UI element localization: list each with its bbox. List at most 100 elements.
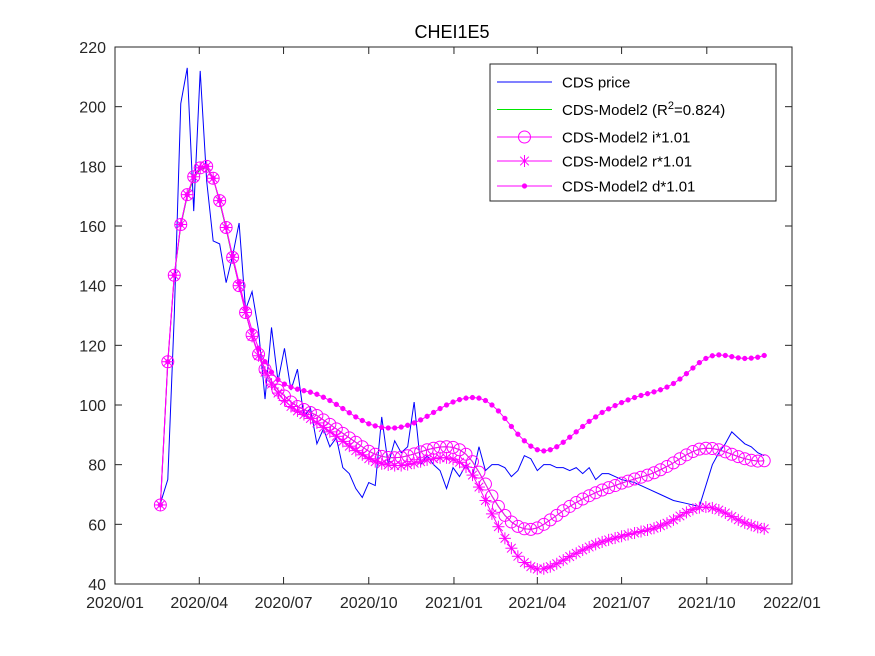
series-cds-price (159, 67, 765, 508)
y-tick-label: 60 (88, 517, 106, 534)
data-point (421, 453, 434, 466)
data-point (498, 532, 511, 545)
data-point (366, 421, 372, 427)
data-point (706, 501, 719, 514)
data-point (605, 406, 612, 412)
data-point (686, 503, 699, 516)
data-point (589, 486, 603, 500)
legend-swatch-marker (518, 130, 531, 144)
data-point (541, 448, 547, 454)
data-point (547, 447, 553, 453)
y-tick-label: 120 (79, 338, 106, 355)
data-point (563, 550, 576, 563)
data-point (751, 521, 764, 534)
data-point (517, 522, 531, 536)
data-point (666, 456, 680, 470)
data-point (703, 355, 709, 362)
data-point (323, 425, 336, 438)
data-point (388, 459, 401, 472)
data-point (692, 442, 706, 456)
data-point (223, 224, 229, 231)
data-point (725, 447, 739, 461)
data-point (217, 197, 223, 204)
data-point (307, 389, 314, 395)
data-point (498, 508, 512, 522)
data-point (375, 457, 388, 470)
data-point (249, 327, 255, 334)
data-point (761, 352, 767, 359)
data-point (340, 405, 346, 412)
data-point (427, 452, 440, 465)
legend-item: CDS-Model2 (R2=0.824) (497, 100, 725, 119)
data-point (411, 420, 417, 426)
data-point (693, 501, 706, 514)
data-point (719, 506, 732, 519)
data-point (382, 458, 395, 471)
data-point (573, 429, 579, 435)
data-point (157, 502, 164, 508)
data-point (210, 175, 216, 181)
x-tick-label: 2021/07 (593, 595, 651, 612)
data-point (595, 483, 609, 497)
data-point (392, 425, 398, 431)
series-line (159, 67, 765, 508)
data-point (379, 424, 385, 431)
data-point (755, 354, 761, 360)
x-tick-label: 2020/10 (340, 595, 398, 612)
data-point (690, 365, 696, 371)
legend-label: CDS-Model2 r*1.01 (562, 154, 692, 171)
data-point (709, 353, 716, 359)
data-point (582, 489, 596, 503)
data-point (718, 445, 732, 459)
data-point (504, 515, 518, 529)
series-line (159, 167, 765, 530)
legend-label: CDS-Model2 (R2=0.824) (562, 100, 725, 119)
legend-label: CDS-Model2 i*1.01 (562, 130, 690, 147)
data-point (696, 359, 703, 366)
data-point (255, 345, 262, 351)
data-point (677, 376, 683, 382)
data-point (518, 556, 531, 569)
data-point (699, 441, 713, 455)
data-point (385, 425, 391, 431)
data-point (236, 280, 242, 286)
data-point (440, 451, 453, 464)
data-point (744, 453, 758, 467)
data-point (586, 418, 592, 425)
series-line (159, 165, 765, 530)
data-point (356, 448, 369, 461)
data-point (294, 386, 301, 392)
y-tick-label: 180 (79, 159, 106, 176)
data-point (288, 384, 294, 390)
data-point (569, 496, 583, 510)
data-point (576, 492, 590, 506)
data-point (443, 402, 450, 408)
legend-label: CDS price (562, 75, 630, 92)
data-point (353, 414, 359, 420)
data-point (628, 526, 641, 539)
data-point (304, 412, 317, 425)
data-point (359, 417, 365, 424)
data-point (346, 410, 352, 416)
data-point (563, 499, 577, 513)
data-point (660, 459, 674, 473)
series-cds-model2-d-1-01 (157, 163, 767, 508)
data-point (453, 443, 467, 457)
data-point (466, 469, 479, 482)
data-point (281, 381, 288, 387)
data-point (521, 438, 527, 444)
data-point (667, 513, 680, 526)
legend-item: CDS-Model2 r*1.01 (497, 154, 692, 171)
data-point (204, 163, 210, 169)
data-point (242, 305, 249, 311)
data-point (317, 421, 330, 434)
y-tick-label: 100 (79, 398, 106, 415)
y-tick-label: 80 (88, 458, 106, 475)
data-point (716, 352, 722, 358)
data-point (725, 510, 738, 523)
data-point (434, 451, 447, 464)
data-point (660, 517, 673, 530)
legend-swatch-marker (521, 183, 528, 189)
data-point (259, 366, 272, 379)
data-point (735, 355, 741, 361)
